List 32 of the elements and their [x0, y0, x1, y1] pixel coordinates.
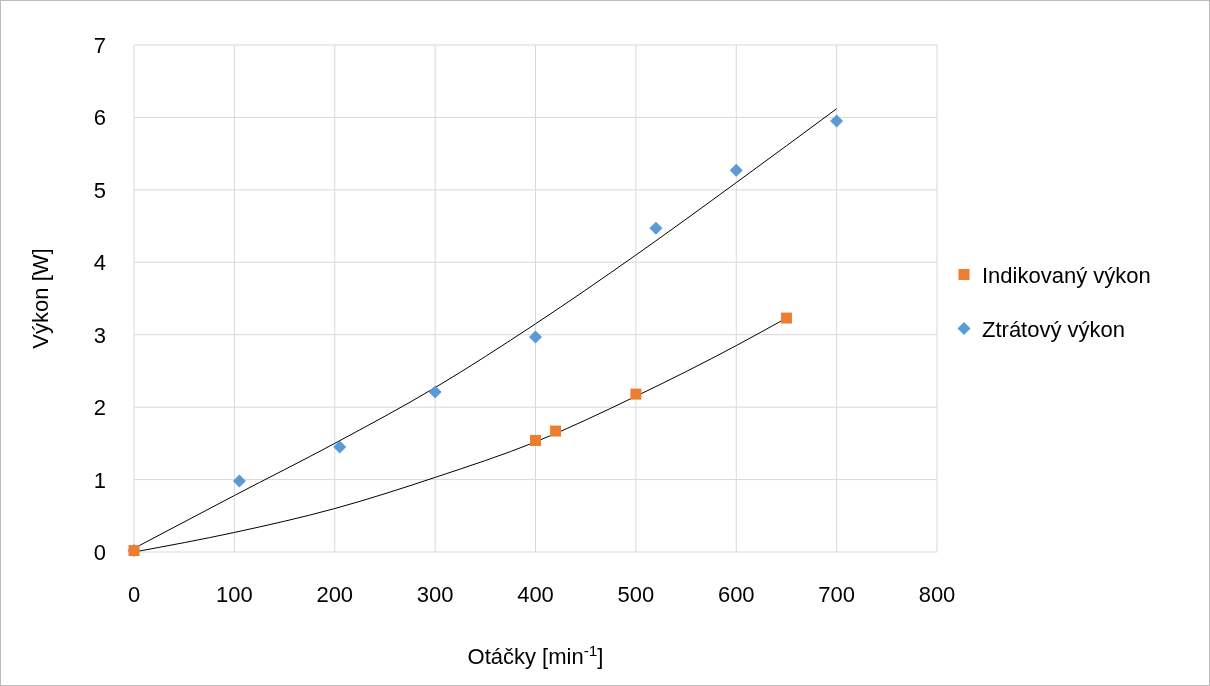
point [530, 434, 541, 446]
point [830, 114, 844, 128]
x-tick-label: 800 [918, 582, 956, 607]
point [428, 385, 442, 399]
point [550, 425, 562, 437]
y-tick-label: 7 [93, 33, 106, 58]
point [529, 330, 542, 344]
y-tick-label: 1 [93, 467, 106, 493]
y-tick-label: 3 [93, 322, 106, 348]
y-tick-label: 4 [93, 250, 106, 276]
y-tick-label: 2 [93, 395, 106, 421]
y-tick-label: 0 [93, 540, 106, 565]
y-tick-label: 5 [93, 177, 106, 203]
y-tick-label: 6 [93, 105, 106, 131]
legend-label: Indikovaný výkon [982, 262, 1151, 288]
x-tick-label: 700 [818, 582, 855, 607]
x-tick-label: 300 [416, 582, 454, 607]
x-tick-label: 100 [216, 582, 253, 607]
x-tick-label: 500 [617, 582, 655, 607]
point [780, 312, 792, 324]
legend-label: Ztrátový výkon [982, 316, 1126, 342]
x-tick-label: 200 [316, 582, 354, 607]
point [232, 474, 246, 488]
point [729, 163, 743, 177]
point [333, 440, 347, 454]
point [630, 388, 642, 400]
y-axis-title: Výkon [W] [28, 248, 53, 349]
x-tick-label: 0 [127, 582, 141, 607]
point [649, 221, 663, 235]
x-axis-title: Otáčky [min$^{-1}$] [467, 641, 604, 669]
x-tick-label: 600 [717, 582, 755, 607]
x-tick-label: 400 [517, 582, 554, 607]
